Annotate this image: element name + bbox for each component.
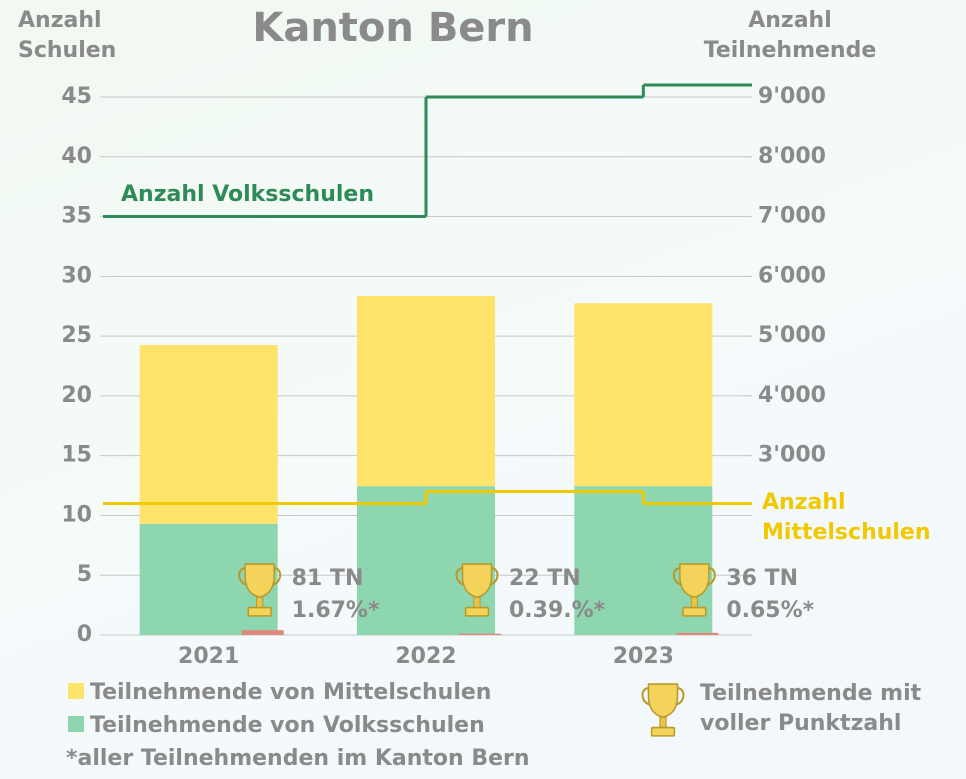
- value-label: 81 TN: [292, 566, 364, 591]
- value-label: 22 TN: [509, 566, 581, 591]
- y2-tick-label: 4'000: [758, 383, 826, 408]
- x-tick-label: 2023: [613, 644, 674, 669]
- y-tick-label: 10: [61, 502, 92, 527]
- legend-label: Teilnehmende von Volksschulen: [90, 713, 485, 738]
- bar-segment: [139, 345, 278, 524]
- bar: [459, 633, 501, 635]
- y-tick-label: 35: [61, 204, 92, 229]
- percentage-label: 0.65%*: [726, 598, 814, 623]
- y2-tick-label: 6'000: [758, 263, 826, 288]
- y-tick-label: 45: [61, 84, 92, 109]
- percentage-label: 1.67%*: [292, 598, 380, 623]
- y2-axis-title: Anzahl Teilnehmende: [703, 8, 877, 63]
- x-tick-label: 2021: [178, 644, 239, 669]
- y2-tick-label: 9'000: [758, 84, 826, 109]
- bar-segment: [574, 303, 713, 487]
- chart-title: Kanton Bern: [252, 5, 533, 51]
- value-label: 36 TN: [726, 566, 798, 591]
- legend-trophy: [641, 683, 685, 737]
- legend-entry: Teilnehmende von Volksschulen: [68, 711, 485, 741]
- y-tick-label: 25: [61, 323, 92, 348]
- y-tick-label: 0: [77, 622, 92, 647]
- y-axis-title: Anzahl Schulen: [18, 8, 117, 63]
- y-tick-label: 15: [61, 443, 92, 468]
- y-tick-label: 20: [61, 383, 92, 408]
- y-tick-label: 30: [61, 263, 92, 288]
- x-tick-label: 2022: [395, 644, 456, 669]
- y-tick-label: 5: [77, 562, 92, 587]
- y2-tick-label: 7'000: [758, 204, 826, 229]
- legend-swatch: [68, 716, 84, 732]
- legend-swatch: [68, 683, 84, 699]
- legend-entry: Teilnehmende von Mittelschulen: [68, 678, 491, 708]
- bar: [241, 630, 284, 635]
- line-label: Anzahl Mittelschulen: [762, 490, 931, 545]
- bar: [676, 632, 719, 635]
- footnote: *aller Teilnehmenden im Kanton Bern: [66, 746, 530, 771]
- bar-segment: [357, 296, 495, 487]
- y2-tick-label: 5'000: [758, 323, 826, 348]
- legend-label: Teilnehmende mit voller Punktzahl: [700, 681, 922, 736]
- y2-tick-label: 8'000: [758, 144, 826, 169]
- y-tick-label: 40: [61, 144, 92, 169]
- legend-label: Teilnehmende von Mittelschulen: [90, 680, 492, 705]
- line-label: Anzahl Volksschulen: [121, 182, 374, 207]
- y2-tick-label: 3'000: [758, 443, 826, 468]
- percentage-label: 0.39.%*: [509, 598, 606, 623]
